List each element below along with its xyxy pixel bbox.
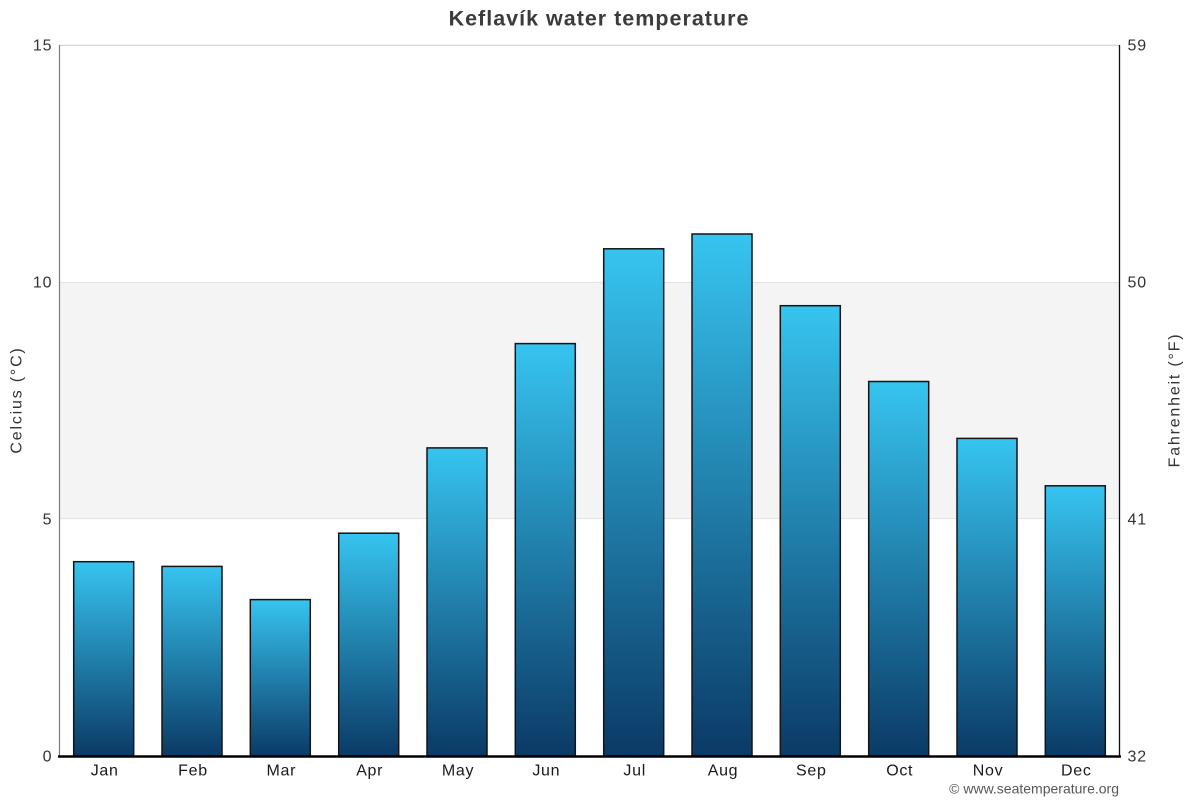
svg-text:Jan: Jan — [91, 763, 119, 780]
svg-text:Oct: Oct — [886, 763, 913, 780]
svg-text:5: 5 — [43, 512, 53, 529]
svg-text:Keflavík water temperature: Keflavík water temperature — [449, 7, 750, 31]
svg-text:Nov: Nov — [973, 763, 1004, 780]
svg-text:Jul: Jul — [623, 763, 646, 780]
svg-text:Celcius (°C): Celcius (°C) — [9, 346, 26, 453]
svg-text:Aug: Aug — [708, 763, 739, 780]
svg-text:Jun: Jun — [532, 763, 560, 780]
svg-text:© www.seatemperature.org: © www.seatemperature.org — [949, 781, 1119, 797]
svg-text:15: 15 — [33, 38, 52, 55]
svg-text:32: 32 — [1128, 749, 1147, 766]
svg-text:Mar: Mar — [266, 763, 296, 780]
svg-text:50: 50 — [1128, 275, 1147, 292]
svg-text:41: 41 — [1128, 512, 1147, 529]
svg-text:Apr: Apr — [356, 763, 383, 780]
svg-text:Dec: Dec — [1061, 763, 1092, 780]
svg-text:59: 59 — [1128, 38, 1147, 55]
svg-text:10: 10 — [33, 275, 52, 292]
svg-text:Fahrenheit (°F): Fahrenheit (°F) — [1167, 333, 1184, 468]
svg-text:Feb: Feb — [178, 763, 208, 780]
svg-text:May: May — [442, 763, 474, 780]
svg-text:0: 0 — [43, 749, 53, 766]
svg-text:Sep: Sep — [796, 763, 827, 780]
